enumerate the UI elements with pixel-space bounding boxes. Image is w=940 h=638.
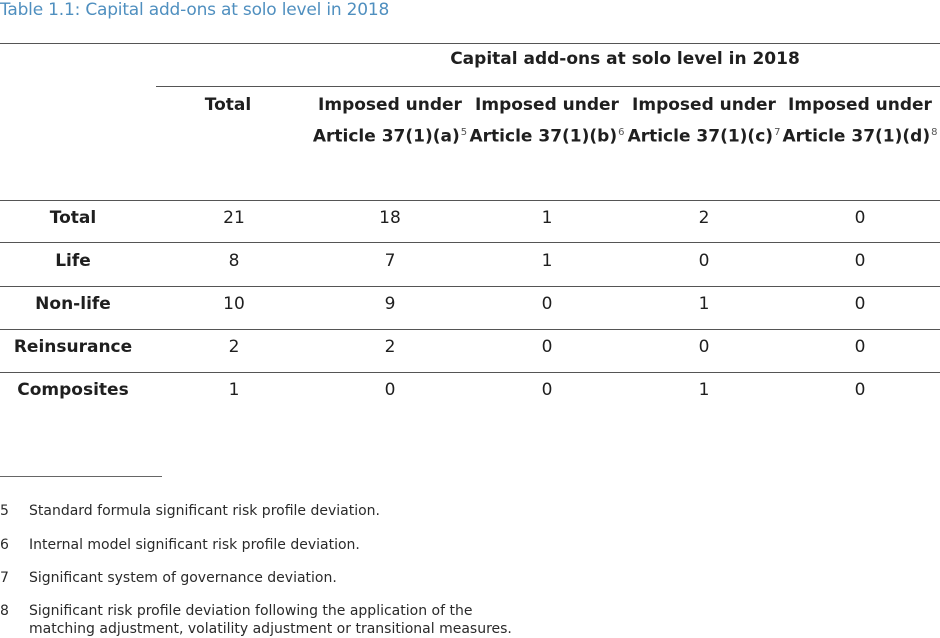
row-label-composites: Composites [17, 380, 129, 400]
table-cell: 0 [698, 251, 710, 271]
row-label-reinsurance: Reinsurance [13, 337, 133, 357]
row-label-total: Total [49, 208, 97, 228]
footnote-text: Significant risk profile deviation follo… [29, 603, 512, 637]
footnote-text: Internal model significant risk profile … [29, 537, 360, 553]
row-divider [0, 372, 940, 373]
column-group-header: Capital add-ons at solo level in 2018 [450, 49, 800, 69]
table-cell: 0 [698, 337, 710, 357]
table-cell: 1 [541, 251, 553, 271]
table-caption: Table 1.1: Capital add-ons at solo level… [0, 0, 390, 20]
row-label-non-life: Non-life [35, 294, 111, 314]
footnote-number: 6 [0, 537, 9, 553]
table-cell: 1 [698, 294, 710, 314]
table-cell: 7 [384, 251, 396, 271]
table-cell: 1 [228, 380, 240, 400]
column-header-37-1-d: Imposed under Article 37(1)(d)8 [782, 92, 938, 151]
table-cell: 0 [854, 208, 866, 228]
column-header-37-1-b: Imposed under Article 37(1)(b)6 [469, 92, 625, 151]
column-header-37-1-c: Imposed under Article 37(1)(c)7 [626, 92, 782, 151]
table-cell: 18 [379, 208, 401, 228]
row-divider [0, 242, 940, 243]
table-cell: 8 [228, 251, 240, 271]
header-bottom-rule [0, 200, 940, 201]
table-cell: 10 [223, 294, 245, 314]
table-cell: 0 [541, 380, 553, 400]
column-header-37-1-a: Imposed under Article 37(1)(a)5 [312, 92, 468, 151]
group-header-rule [156, 86, 940, 87]
table-cell: 0 [384, 380, 396, 400]
footnote-ref: 6 [618, 127, 625, 138]
column-header-total: Total [150, 92, 306, 119]
table-cell: 2 [384, 337, 396, 357]
table-cell: 1 [698, 380, 710, 400]
footnote-text: Standard formula significant risk profil… [29, 503, 381, 519]
footnote-text: Significant system of governance deviati… [29, 570, 337, 586]
row-divider [0, 329, 940, 330]
table-cell: 0 [541, 294, 553, 314]
footnote-ref: 7 [774, 127, 781, 138]
table-top-rule [0, 43, 940, 44]
row-divider [0, 286, 940, 287]
column-header-label: Imposed under Article 37(1)(b) [469, 95, 619, 147]
table-cell: 0 [854, 380, 866, 400]
footnote-ref: 5 [460, 127, 468, 138]
footnote-number: 8 [0, 603, 9, 619]
table-cell: 0 [854, 251, 866, 271]
table-cell: 1 [541, 208, 553, 228]
column-header-label: Imposed under Article 37(1)(a) [312, 95, 462, 147]
table-cell: 2 [698, 208, 710, 228]
footnote-number: 7 [0, 570, 9, 586]
table-cell: 21 [223, 208, 245, 228]
column-header-label: Imposed under Article 37(1)(c) [627, 95, 776, 147]
footnote-ref: 8 [931, 127, 938, 138]
table-cell: 2 [228, 337, 240, 357]
column-header-label: Total [204, 95, 252, 115]
table-cell: 0 [854, 294, 866, 314]
footnote-number: 5 [0, 503, 9, 519]
table-cell: 0 [541, 337, 553, 357]
row-label-life: Life [55, 251, 91, 271]
footnote-separator [0, 476, 162, 477]
table-cell: 9 [384, 294, 396, 314]
table-cell: 0 [854, 337, 866, 357]
column-header-label: Imposed under Article 37(1)(d) [782, 95, 932, 147]
